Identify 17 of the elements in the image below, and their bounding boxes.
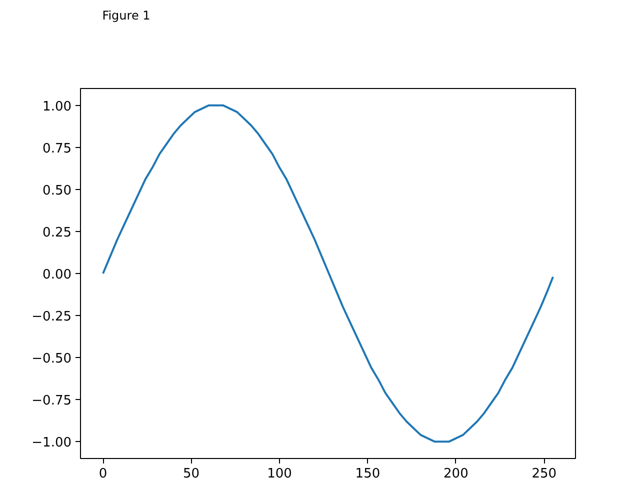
y-tick-label: 0.25 [42, 225, 72, 240]
y-tick-label: −0.75 [32, 394, 72, 409]
x-tick-label: 150 [355, 466, 380, 482]
x-tick-label: 100 [267, 466, 292, 482]
y-tick-label: −0.25 [32, 310, 72, 325]
y-tick-label: 0.75 [42, 141, 72, 156]
x-tick-label: 250 [532, 466, 557, 482]
x-tick-label: 50 [182, 466, 200, 482]
y-tick-label: 0.00 [42, 268, 72, 282]
caption: Figure 1 [102, 8, 150, 22]
y-tick-label: −1.00 [32, 436, 72, 451]
y-tick-label: −0.50 [32, 352, 72, 367]
x-tick-label: 0 [98, 466, 108, 482]
line-series [102, 104, 554, 443]
y-tick-label: 0.50 [42, 183, 72, 198]
x-tick-label: 200 [444, 466, 468, 482]
y-tick-label: 1.00 [42, 99, 72, 114]
